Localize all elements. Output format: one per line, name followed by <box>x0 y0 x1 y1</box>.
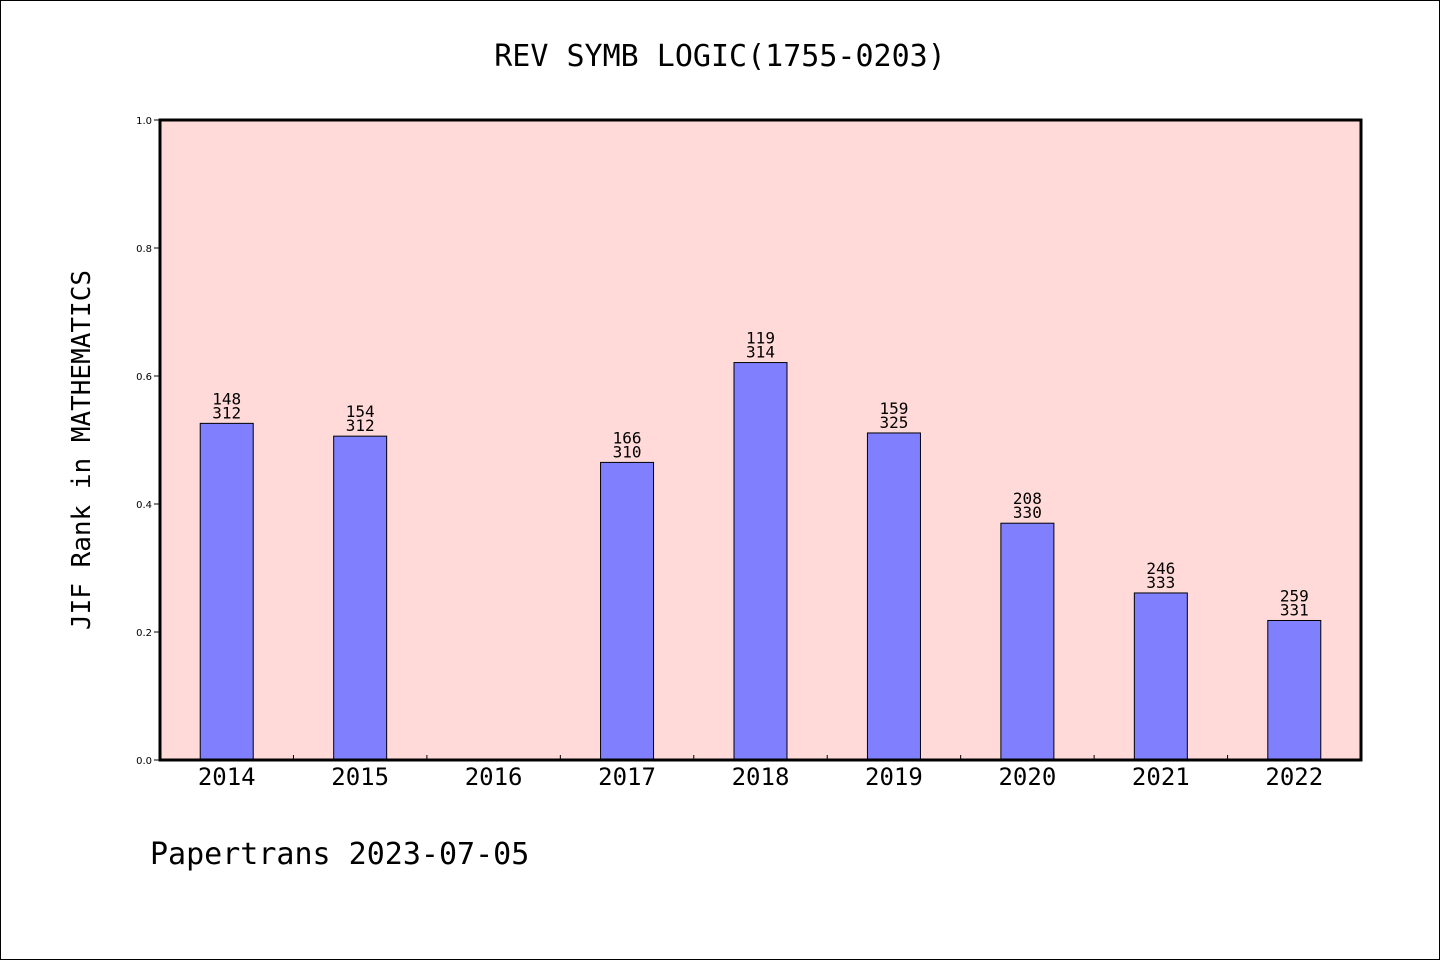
footer-credit: Papertrans 2023-07-05 <box>150 837 529 872</box>
y-axis-ticks: 0.0 0.2 0.4 0.6 0.8 1.0 <box>136 116 160 767</box>
x-tick-label: 2018 <box>732 763 790 791</box>
bar-total-label: 312 <box>346 416 375 435</box>
bar <box>733 362 788 761</box>
y-tick-label: 0.6 <box>136 372 152 383</box>
bar-rank-label: 159 <box>879 399 908 418</box>
y-tick-label: 1.0 <box>136 116 152 127</box>
y-tick-label: 0.0 <box>136 756 152 767</box>
bar-rank-label: 246 <box>1146 559 1175 578</box>
bar <box>1267 619 1322 761</box>
bar-rank-label: 148 <box>212 389 241 408</box>
x-axis-ticks: 2014 2015 2016 2017 2018 2019 2020 2021 2022 <box>198 755 1323 791</box>
bar <box>1000 522 1055 761</box>
bar-total-label: 314 <box>746 343 775 362</box>
bar-total-label: 331 <box>1280 600 1309 619</box>
bars <box>199 362 1322 761</box>
bar-total-label: 312 <box>212 403 241 422</box>
bar-rank-label: 259 <box>1280 586 1309 605</box>
bar-total-label: 330 <box>1013 503 1042 522</box>
x-tick-label: 2021 <box>1132 763 1190 791</box>
bar-rank-label: 166 <box>613 428 642 447</box>
bar <box>866 432 921 761</box>
x-tick-label: 2019 <box>865 763 923 791</box>
bar <box>1133 592 1188 761</box>
bar <box>600 461 655 761</box>
bar-total-label: 310 <box>613 442 642 461</box>
x-tick-label: 2020 <box>998 763 1056 791</box>
y-axis-label: JIF Rank in MATHEMATICS <box>67 270 97 630</box>
x-tick-label: 2016 <box>465 763 523 791</box>
bar-rank-label: 154 <box>346 402 375 421</box>
plot-border <box>158 118 1363 762</box>
bar-rank-label: 119 <box>746 329 775 348</box>
y-tick-label: 0.8 <box>136 244 152 255</box>
x-tick-label: 2022 <box>1265 763 1323 791</box>
bar-total-label: 325 <box>879 413 908 432</box>
y-tick-label: 0.4 <box>136 500 152 511</box>
bar-rank-label: 208 <box>1013 489 1042 508</box>
y-tick-label: 0.2 <box>136 628 152 639</box>
chart-title: REV SYMB LOGIC(1755-0203) <box>494 39 946 74</box>
x-tick-label: 2017 <box>598 763 656 791</box>
bar <box>333 435 388 761</box>
bar <box>199 422 254 761</box>
x-tick-label: 2015 <box>331 763 389 791</box>
bar-total-label: 333 <box>1146 573 1175 592</box>
x-tick-label: 2014 <box>198 763 256 791</box>
